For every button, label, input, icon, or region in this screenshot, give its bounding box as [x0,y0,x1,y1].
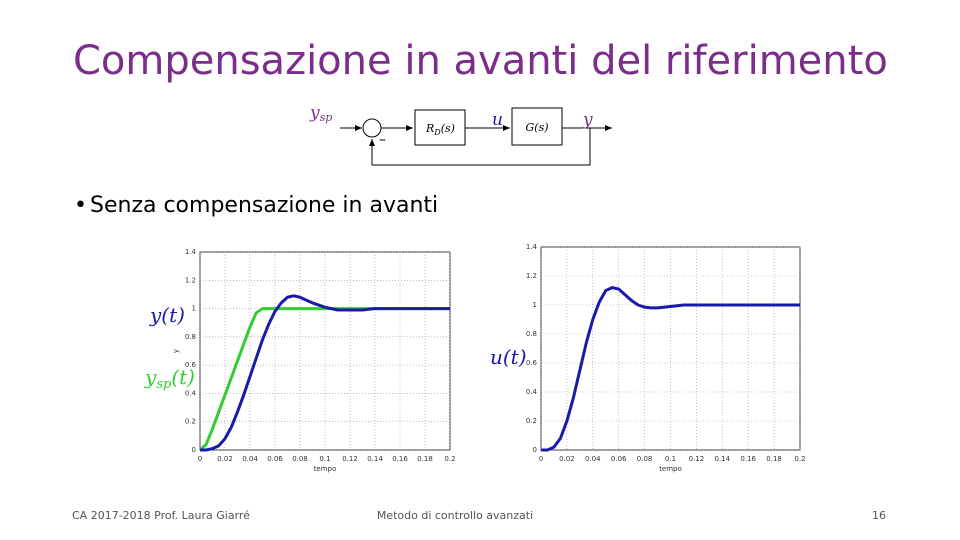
x-tick-label: 0.04 [242,455,258,463]
bullet-dot: • [74,193,87,218]
y-label: y [582,110,593,130]
x-tick-label: 0 [198,455,202,463]
annotation: y(t) [149,303,185,327]
footer-left: CA 2017-2018 Prof. Laura Giarré [72,509,250,522]
data-line [200,294,450,452]
y-tick-label: 0.8 [185,333,196,341]
x-tick-label: 0.14 [715,455,731,463]
x-tick-label: 0.16 [392,455,408,463]
y-tick-label: 1 [533,301,537,309]
x-tick-label: 0.1 [319,455,330,463]
x-tick-label: 0.02 [559,455,575,463]
chart: 0 0.02 0.04 0.06 0.08 0.1 0.12 0.14 0.16 0.18 0.2 0… [526,243,806,473]
ysp-label: ysp [309,103,332,124]
y-tick-label: 0.6 [526,359,538,367]
x-axis-label: tempo [314,465,337,473]
y-tick-label: 0.2 [526,417,537,425]
y-tick-label: 0.6 [185,361,197,369]
y-tick-label: 0.4 [185,389,197,397]
y-tick-label: 0 [192,446,196,454]
bullet-text: Senza compensazione in avanti [90,193,438,218]
x-tick-label: 0 [539,455,543,463]
page-number: 16 [872,509,886,522]
x-tick-label: 0.04 [585,455,601,463]
x-tick-label: 0.14 [367,455,383,463]
annotation: u(t) [490,345,527,369]
x-tick-label: 0.12 [689,455,705,463]
x-tick-label: 0.1 [665,455,676,463]
footer-center: Metodo di controllo avanzati [377,509,533,522]
x-tick-label: 0.08 [292,455,308,463]
u-label: u [492,110,503,130]
y-tick-label: 1.2 [526,272,537,280]
x-tick-label: 0.08 [637,455,653,463]
y-tick-label: 0.8 [526,330,537,338]
y-tick-label: 1.4 [185,248,197,256]
slide-title: Compensazione in avanti del riferimento [73,38,888,84]
data-line [541,286,800,452]
x-tick-label: 0.2 [444,455,455,463]
y-tick-label: 0 [533,446,537,454]
chart: 0 0.02 0.04 0.06 0.08 0.1 0.12 0.14 0.16 0.18 0.2 0… [172,248,456,473]
block-diagram: ysp – RD(s) u G(s) y [309,103,612,166]
y-tick-label: 1.4 [526,243,538,251]
x-tick-label: 0.02 [217,455,233,463]
data-line [198,307,450,452]
y-tick-label: 1 [192,305,196,313]
annotation: ysp(t) [144,365,195,392]
x-tick-label: 0.16 [740,455,756,463]
x-tick-label: 0.18 [417,455,433,463]
y-axis-label: y [172,349,180,353]
y-tick-label: 0.4 [526,388,538,396]
y-tick-label: 0.2 [185,418,196,426]
minus-sign: – [379,132,386,148]
controller-label: RD(s) [425,122,455,137]
y-tick-label: 1.2 [185,276,196,284]
plant-label: G(s) [525,121,548,134]
x-tick-label: 0.06 [267,455,283,463]
x-tick-label: 0.2 [794,455,805,463]
x-tick-label: 0.12 [342,455,358,463]
x-axis-label: tempo [659,465,682,473]
x-tick-label: 0.18 [766,455,782,463]
x-tick-label: 0.06 [611,455,627,463]
